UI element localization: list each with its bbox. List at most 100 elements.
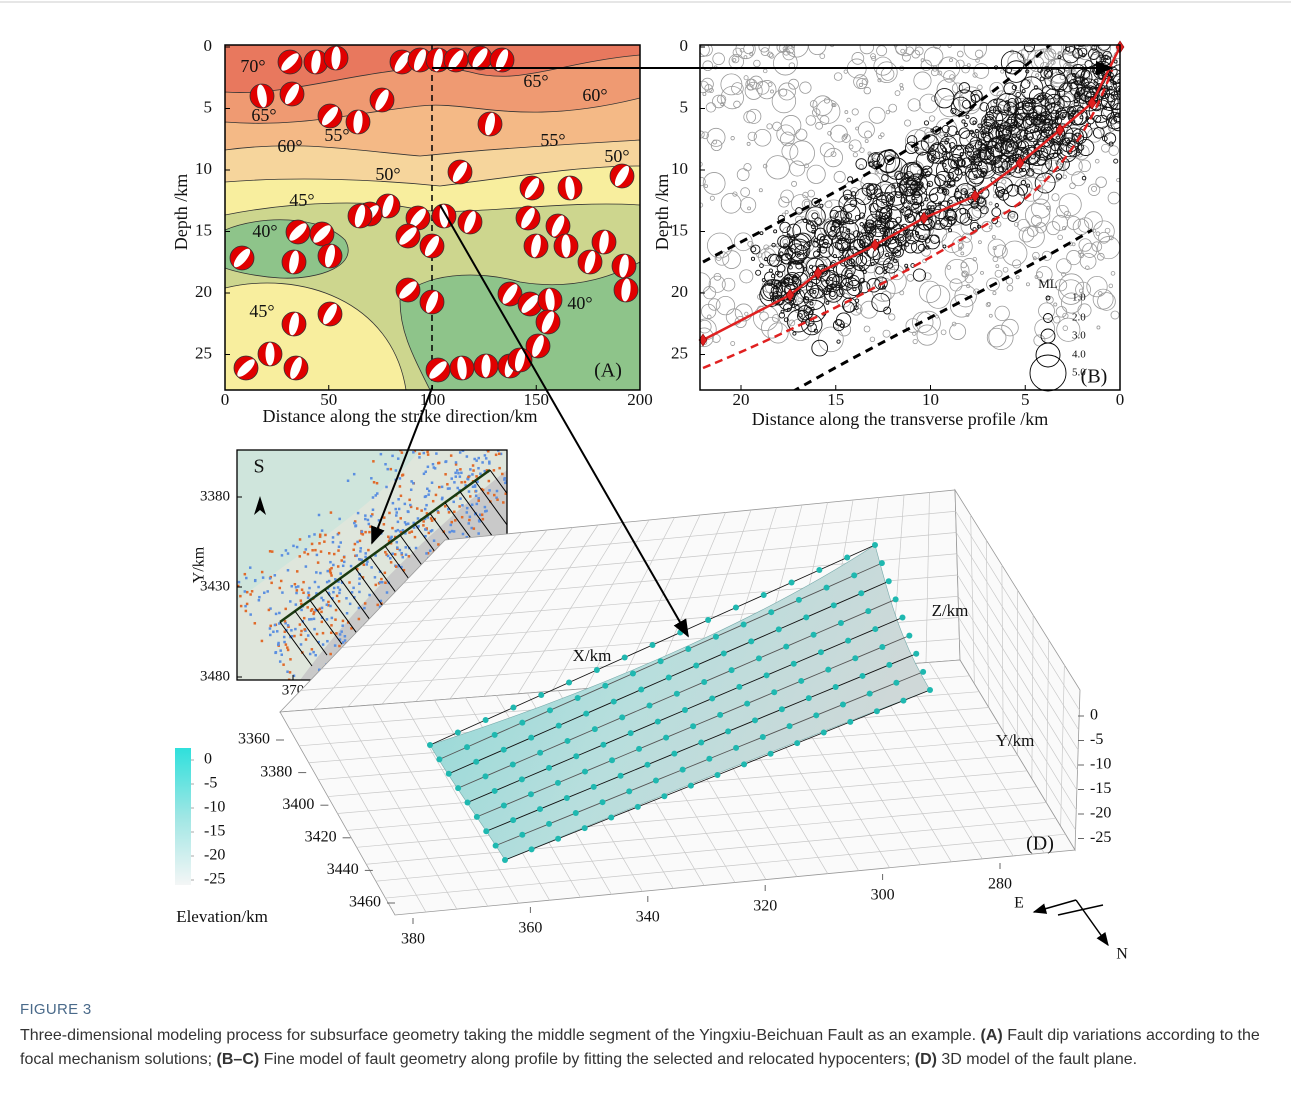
hypocenter xyxy=(799,81,812,94)
event xyxy=(314,548,317,552)
panel-d: 0-5-10-15-20-253360338034003420344034603… xyxy=(175,488,1128,963)
event xyxy=(497,450,500,452)
hypocenter xyxy=(1061,113,1067,119)
hypocenter xyxy=(759,283,783,308)
event xyxy=(268,577,272,580)
hypocenter xyxy=(1003,82,1017,95)
hypocenter xyxy=(961,270,969,278)
hypocenter xyxy=(1079,86,1095,103)
hypocenter xyxy=(814,217,822,226)
event xyxy=(263,591,266,595)
hypocenter xyxy=(1071,72,1076,77)
hypocenter xyxy=(1062,145,1069,153)
hypocenter xyxy=(1095,231,1101,236)
hypocenter xyxy=(1096,45,1111,51)
hypocenter xyxy=(764,271,776,283)
grid-line xyxy=(956,553,1079,751)
node xyxy=(844,554,851,561)
node xyxy=(591,726,598,733)
hypocenter xyxy=(1092,126,1105,139)
event xyxy=(340,559,343,562)
hypocenter xyxy=(1054,279,1068,292)
hypocenter xyxy=(969,163,979,172)
node xyxy=(709,695,716,702)
event xyxy=(244,604,247,608)
event xyxy=(313,580,317,584)
panel-c: S338034303480370320270Y/kmX/km(C) xyxy=(191,439,508,716)
event xyxy=(332,590,335,594)
panel-label: (D) xyxy=(1026,833,1054,855)
grid-line xyxy=(958,617,1077,811)
beach-ball xyxy=(517,291,543,317)
nodal-plane xyxy=(382,194,394,218)
hypocenter xyxy=(889,197,894,202)
hypocenter xyxy=(1109,116,1118,125)
hypocenter xyxy=(1110,310,1120,320)
event xyxy=(369,514,373,518)
node xyxy=(872,542,878,548)
beach-ball xyxy=(323,45,349,71)
node xyxy=(427,742,433,748)
hypocenter xyxy=(1014,100,1035,121)
hypocenter xyxy=(956,158,966,168)
node xyxy=(617,772,624,779)
event xyxy=(318,542,321,545)
event xyxy=(389,541,393,545)
event xyxy=(341,619,345,623)
hypocenter xyxy=(815,121,823,130)
event xyxy=(404,442,407,445)
pole xyxy=(470,221,474,225)
event xyxy=(464,484,467,487)
event xyxy=(474,439,477,442)
pole xyxy=(298,231,302,235)
hypocenter xyxy=(760,47,770,56)
event xyxy=(293,582,297,586)
event xyxy=(273,574,277,577)
grid-line xyxy=(957,574,1078,771)
hypocenter xyxy=(964,190,969,195)
hypocenter xyxy=(750,244,761,255)
hypocenter xyxy=(977,196,985,204)
beach-ball xyxy=(489,47,515,73)
hypocenter xyxy=(1093,78,1099,84)
hypocenter xyxy=(791,45,796,49)
event xyxy=(341,641,345,644)
event xyxy=(391,501,395,505)
hypocenter xyxy=(780,253,792,265)
hypocenter xyxy=(886,207,891,213)
event xyxy=(391,454,394,458)
hypocenters xyxy=(700,45,1120,390)
event xyxy=(338,644,341,648)
hypocenter xyxy=(832,231,851,251)
node xyxy=(671,750,678,757)
event xyxy=(329,571,333,575)
event xyxy=(368,593,371,597)
hypocenter xyxy=(768,53,775,59)
event xyxy=(306,606,309,609)
hypocenter xyxy=(868,153,873,158)
caption-body: Three-dimensional modeling process for s… xyxy=(20,1024,1270,1072)
hypocenter xyxy=(936,78,959,101)
event xyxy=(427,489,431,493)
node xyxy=(771,689,778,696)
hypocenter xyxy=(884,252,890,258)
hypocenter xyxy=(1101,135,1108,142)
event xyxy=(318,607,322,611)
hypocenter xyxy=(963,122,968,127)
hypocenter xyxy=(762,163,768,169)
hypocenter xyxy=(780,131,795,147)
node xyxy=(572,810,579,817)
hypocenter xyxy=(1056,101,1061,106)
y-tick-label: 3420 xyxy=(305,828,337,845)
beach-ball xyxy=(609,163,635,189)
event xyxy=(225,574,228,577)
event xyxy=(371,508,375,512)
beach-ball xyxy=(519,175,545,201)
event xyxy=(336,565,340,568)
node xyxy=(705,617,712,623)
event xyxy=(329,511,333,514)
node xyxy=(573,753,580,760)
hypocenter xyxy=(1082,242,1098,258)
event xyxy=(470,503,474,506)
event xyxy=(249,613,252,616)
